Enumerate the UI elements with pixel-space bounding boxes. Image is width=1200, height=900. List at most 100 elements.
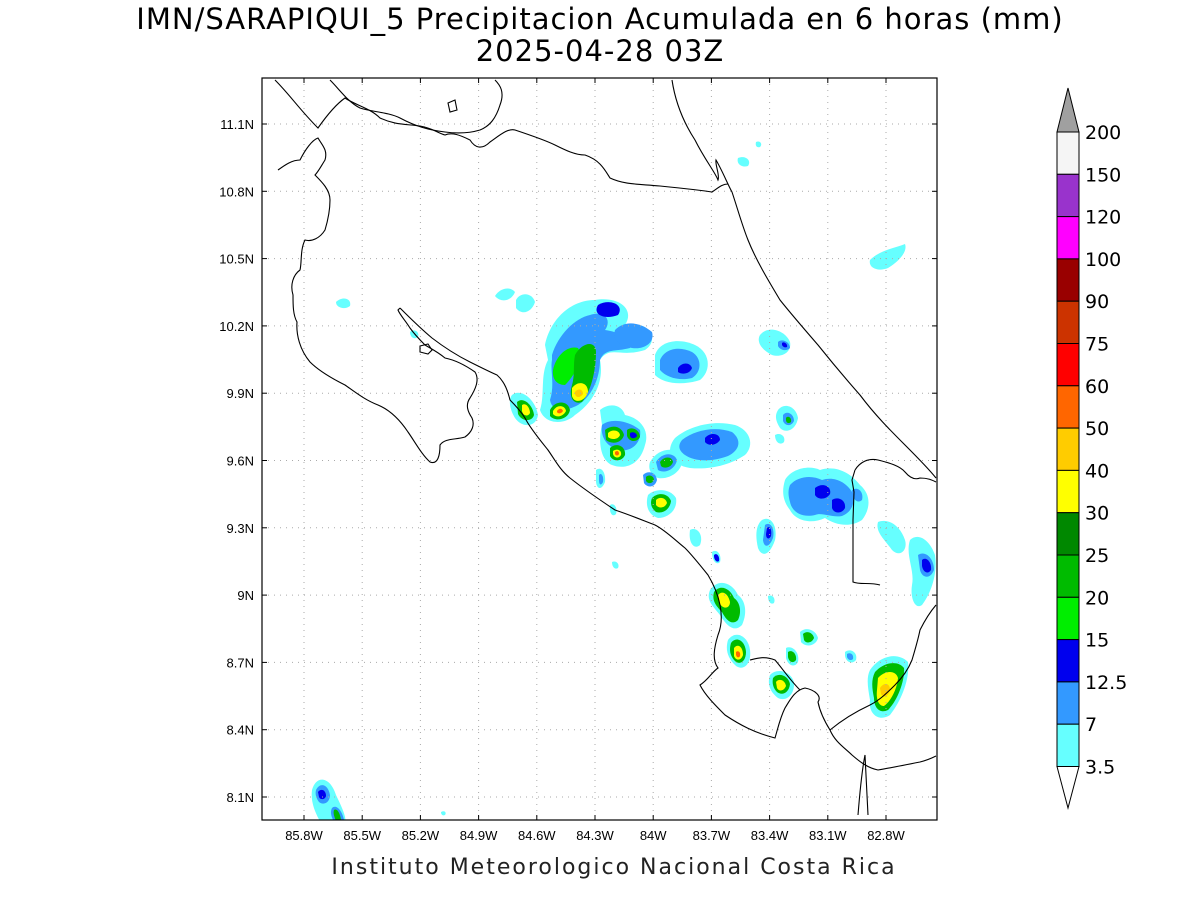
precip-cell (522, 404, 530, 416)
precip-cell (782, 342, 788, 348)
lon-tick-label: 83.7W (693, 828, 731, 843)
lat-tick-label: 9.3N (227, 521, 254, 536)
lat-tick-label: 8.7N (227, 655, 254, 670)
precip-cell (516, 294, 535, 313)
precip-cell (755, 141, 762, 148)
colorbar-band (1056, 216, 1080, 260)
lon-tick-label: 84.3W (576, 828, 614, 843)
precip-cell (614, 323, 653, 349)
precip-cell (880, 684, 890, 697)
colorbar-label: 90 (1085, 291, 1109, 313)
colorbar-label: 40 (1085, 460, 1109, 482)
precipitation-field (311, 141, 936, 820)
precip-cell (803, 632, 814, 643)
precip-cell (311, 779, 346, 820)
precip-cell (608, 430, 620, 440)
precip-cell (766, 527, 772, 539)
colorbar-label: 15 (1085, 630, 1109, 652)
lat-tick-label: 10.8N (219, 184, 254, 199)
colorbar-label: 200 (1085, 122, 1121, 144)
colorbar-label: 100 (1085, 249, 1121, 271)
precip-cell (660, 457, 673, 468)
precip-cell (679, 429, 739, 461)
colorbar-band (1056, 343, 1080, 387)
colorbar-band (1056, 554, 1080, 598)
precip-cell (612, 561, 619, 569)
colorbar-band (1056, 596, 1080, 641)
map-area (262, 78, 937, 820)
colorbar-band (1056, 512, 1080, 556)
lat-tick-label: 9.9N (227, 386, 254, 401)
precip-cell (336, 298, 351, 309)
precip-cell (630, 432, 637, 439)
lat-tick-label: 9N (237, 588, 254, 603)
colorbar-label: 20 (1085, 587, 1109, 609)
precip-cell (441, 811, 446, 816)
lat-tick-label: 8.1N (227, 790, 254, 805)
precip-cell (775, 433, 785, 444)
colorbar-band (1056, 258, 1080, 302)
colorbar-top-arrow (1056, 87, 1080, 133)
colorbar-label: 50 (1085, 418, 1109, 440)
precip-cell (718, 592, 730, 608)
precip-cell (646, 475, 654, 484)
map-valid-time: 2025-04-28 03Z (475, 34, 725, 68)
precip-cell (869, 244, 906, 270)
colorbar-label: 30 (1085, 503, 1109, 525)
precip-cell (768, 595, 775, 604)
precip-cell (705, 434, 720, 445)
colorbar-label: 7 (1085, 714, 1097, 736)
precip-cell (736, 651, 741, 658)
lat-tick-label: 11.1N (220, 117, 254, 132)
coastline (274, 79, 937, 816)
precip-cell (737, 157, 750, 167)
precip-cell (552, 347, 580, 385)
lon-tick-label: 85.5W (343, 828, 381, 843)
colorbar-label: 75 (1085, 334, 1109, 356)
map-title: IMN/SARAPIQUI_5 Precipitacion Acumulada … (136, 2, 1064, 36)
colorbar-label: 3.5 (1085, 757, 1115, 779)
lon-tick-label: 85.8W (285, 828, 323, 843)
colorbar-band (1056, 131, 1080, 175)
map-gridlines (262, 78, 937, 820)
precip-cell (615, 450, 619, 456)
lon-tick-label: 84.6W (518, 828, 556, 843)
map-axes: 11.1N 10.8N 10.5N 10.2N 9.9N 9.6N 9.3N 9N 8.7N 8.… (219, 78, 937, 843)
colorbar-band (1056, 300, 1080, 345)
lon-tick-label: 83.4W (751, 828, 789, 843)
precip-cell (575, 389, 583, 397)
precip-cell (660, 348, 700, 380)
precip-cell (333, 809, 341, 820)
map-frame (261, 77, 938, 821)
colorbar-label: 12.5 (1085, 672, 1127, 694)
lon-tick-label: 84W (640, 828, 667, 843)
lon-tick-label: 82.8W (867, 828, 905, 843)
colorbar-band (1056, 427, 1080, 471)
lon-tick-label: 84.9W (460, 828, 498, 843)
precip-cell (877, 520, 906, 554)
colorbar-label: 120 (1085, 207, 1121, 229)
colorbar-label: 25 (1085, 545, 1109, 567)
precip-cell (689, 529, 702, 547)
precip-cell (776, 679, 786, 691)
country-border (851, 458, 937, 586)
precip-cell (609, 504, 617, 516)
colorbar-band (1056, 681, 1080, 725)
precip-cell (714, 554, 720, 562)
colorbar-band (1056, 173, 1080, 218)
precip-cell (596, 302, 620, 317)
colorbar-band (1056, 469, 1080, 514)
lat-tick-label: 8.4N (227, 723, 254, 738)
precip-cell (599, 473, 604, 485)
lon-tick-label: 83.1W (809, 828, 847, 843)
precip-cell (788, 651, 797, 663)
colorbar: 200 150 120 100 90 75 60 50 40 30 25 20 15 12.5 7 3.5 (1056, 87, 1127, 810)
precip-cell (847, 653, 854, 661)
colorbar-bottom-arrow (1056, 766, 1080, 810)
precip-cell (832, 498, 846, 513)
precip-cell (318, 789, 326, 800)
precip-cell (557, 408, 563, 414)
lon-tick-label: 85.2W (402, 828, 440, 843)
lat-tick-label: 10.5N (219, 252, 254, 267)
